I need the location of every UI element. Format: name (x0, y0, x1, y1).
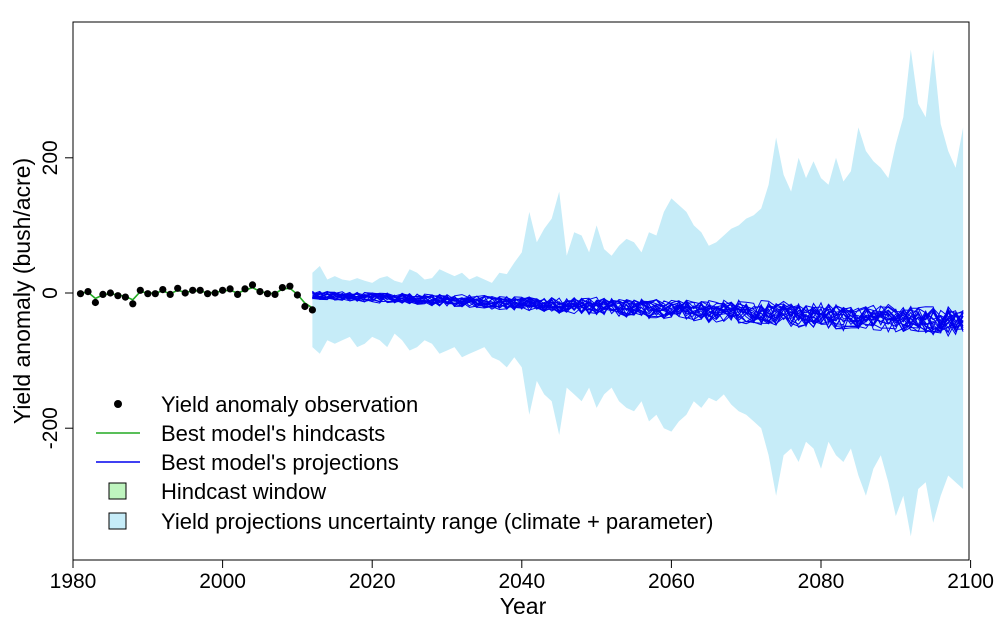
x-axis-title: Year (500, 593, 547, 618)
observation-point (278, 284, 286, 292)
observation-point (286, 282, 294, 290)
y-tick-label: 0 (39, 287, 62, 299)
observation-point (91, 298, 99, 307)
observation-point (84, 288, 92, 296)
observation-point (159, 286, 167, 294)
y-axis-title: Yield anomaly (bush/acre) (9, 158, 35, 424)
x-tick-label: 2020 (349, 570, 396, 593)
legend: Yield anomaly observation Best model's hi… (96, 392, 714, 534)
legend-point-symbol (114, 400, 122, 408)
observation-point (114, 292, 122, 300)
observation-point (151, 290, 159, 298)
observation-point (241, 285, 249, 293)
observation-point (189, 286, 197, 294)
y-tick-label: 200 (39, 140, 62, 175)
legend-label: Yield anomaly observation (161, 392, 418, 417)
observation-point (181, 289, 189, 297)
x-tick-label: 2100 (947, 570, 994, 593)
legend-label: Best model's hindcasts (161, 421, 385, 446)
legend-green-box-symbol (108, 482, 127, 500)
legend-label: Best model's projections (161, 450, 399, 475)
observation-point (174, 284, 182, 292)
observation-point (99, 290, 107, 298)
observation-point (301, 302, 309, 311)
observation-point (219, 286, 227, 294)
x-tick-label: 2000 (199, 570, 246, 593)
observation-point (271, 290, 279, 298)
x-tick-label: 2060 (648, 570, 695, 593)
uncertainty-band (312, 49, 964, 537)
plot-frame (72, 21, 970, 561)
observation-point (204, 290, 212, 298)
observation-point (196, 286, 204, 294)
observation-point (211, 289, 219, 297)
observation-point (226, 285, 234, 293)
projection-line (312, 292, 964, 330)
observation-point (234, 290, 242, 298)
x-tick-label: 2080 (798, 570, 845, 593)
legend-label: Yield projections uncertainty range (cli… (161, 509, 714, 534)
observation-point (166, 290, 174, 298)
x-tick-label: 2040 (498, 570, 545, 593)
legend-label: Hindcast window (161, 479, 326, 504)
legend-blue-box-symbol (108, 512, 127, 530)
projection-line (312, 290, 964, 333)
observation-point (256, 288, 264, 296)
observation-point (263, 290, 272, 298)
observation-point (293, 291, 301, 299)
observation-points-layer (76, 281, 316, 314)
projection-line (312, 290, 964, 334)
x-tick-label: 1980 (50, 570, 97, 593)
y-tick-label: -200 (39, 407, 62, 449)
observation-point (129, 300, 137, 308)
observation-point (308, 306, 316, 314)
observation-point (121, 293, 129, 301)
uncertainty-band-layer (312, 49, 964, 537)
axes-layer: 1980 2000 2020 2040 2060 2080 2100 -200 0 200 (39, 140, 994, 593)
observation-point (76, 290, 85, 298)
observation-point (144, 290, 152, 298)
observation-point (248, 281, 257, 289)
observation-point (136, 286, 144, 294)
observation-point (106, 289, 114, 297)
projection-lines-layer (312, 290, 964, 338)
